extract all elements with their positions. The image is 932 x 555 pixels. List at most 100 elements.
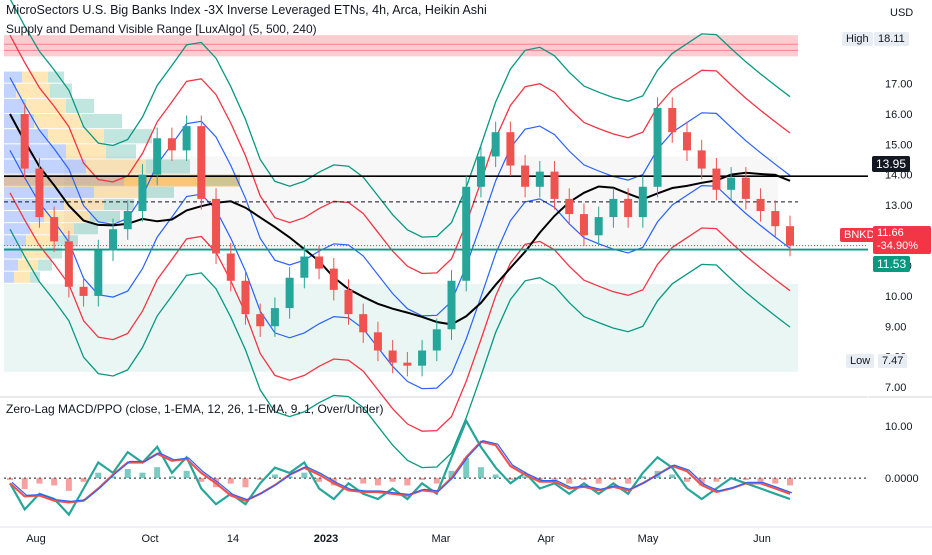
macd-histogram-bar xyxy=(21,478,28,490)
supply-zone xyxy=(4,35,798,57)
candle-body[interactable] xyxy=(403,362,412,366)
candle-body[interactable] xyxy=(565,198,574,215)
candle-body[interactable] xyxy=(35,168,44,218)
macd-histogram-bar xyxy=(301,472,308,479)
candle-body[interactable] xyxy=(535,171,544,187)
candle-body[interactable] xyxy=(506,132,515,166)
candle-body[interactable] xyxy=(521,165,530,187)
volume-profile-bar xyxy=(48,71,64,83)
macd-histogram-bar xyxy=(168,476,175,479)
candle-body[interactable] xyxy=(550,171,559,199)
candle-body[interactable] xyxy=(373,332,382,351)
candle-body[interactable] xyxy=(668,107,677,133)
candle-body[interactable] xyxy=(197,126,206,199)
candle-body[interactable] xyxy=(241,280,250,315)
macd-histogram-bar xyxy=(787,478,793,486)
macd-histogram-bar xyxy=(713,478,720,482)
candle-body[interactable] xyxy=(682,132,691,151)
volume-profile-bar xyxy=(104,129,152,144)
volume-profile-bar xyxy=(4,235,26,247)
candle-body[interactable] xyxy=(712,168,721,190)
candle-body[interactable] xyxy=(123,211,132,230)
candle-body[interactable] xyxy=(432,329,441,351)
time-axis-label: 2023 xyxy=(314,533,338,545)
macd-tick-label: 0.0000 xyxy=(885,473,919,485)
candle-body[interactable] xyxy=(226,253,235,281)
volume-profile-bar xyxy=(26,235,56,247)
candle-body[interactable] xyxy=(138,174,147,212)
symbol-badge: BNKD xyxy=(840,228,879,242)
time-axis-label: May xyxy=(638,533,659,545)
macd-histogram-bar xyxy=(625,478,632,484)
candle-body[interactable] xyxy=(329,268,338,290)
high-label-badge: High xyxy=(842,32,873,46)
candle-body[interactable] xyxy=(462,186,471,281)
volume-profile-bar xyxy=(4,71,22,83)
candle-body[interactable] xyxy=(756,198,765,212)
candle-body[interactable] xyxy=(579,214,588,236)
indicator-legend[interactable]: Supply and Demand Visible Range [LuxAlgo… xyxy=(6,22,317,36)
time-axis-label: Aug xyxy=(26,533,46,545)
candle-body[interactable] xyxy=(300,256,309,278)
macd-histogram-bar xyxy=(65,478,72,491)
price-tick-label: 15.00 xyxy=(885,139,913,151)
macd-histogram-bar xyxy=(507,478,514,480)
candle-body[interactable] xyxy=(109,229,118,251)
macd-histogram-bar xyxy=(345,478,352,480)
candle-body[interactable] xyxy=(270,308,279,327)
volume-profile-bar xyxy=(4,83,16,98)
candle-body[interactable] xyxy=(447,280,456,330)
candle-body[interactable] xyxy=(359,314,368,333)
candle-body[interactable] xyxy=(638,186,647,218)
candle-body[interactable] xyxy=(653,107,662,187)
candle-body[interactable] xyxy=(727,177,736,190)
candle-body[interactable] xyxy=(212,198,221,254)
volume-profile-bar xyxy=(4,211,44,223)
macd-histogram-bar xyxy=(404,478,411,486)
price-tick-label: 10.00 xyxy=(885,291,913,303)
time-axis-label: 14 xyxy=(227,533,239,545)
candle-body[interactable] xyxy=(418,350,427,366)
candle-body[interactable] xyxy=(741,177,750,199)
macd-histogram-bar xyxy=(551,478,558,480)
low-label-badge: Low xyxy=(846,354,875,368)
volume-profile-bar xyxy=(4,174,124,186)
volume-profile-bar xyxy=(44,211,90,223)
time-axis-label: Mar xyxy=(432,533,451,545)
volume-profile-bar xyxy=(14,271,30,283)
volume-profile-bar xyxy=(56,235,78,247)
macd-histogram-bar xyxy=(7,478,13,480)
candle-body[interactable] xyxy=(697,150,706,169)
volume-profile-bar xyxy=(26,98,66,113)
candle-body[interactable] xyxy=(50,217,59,242)
candle-body[interactable] xyxy=(153,138,162,175)
candle-body[interactable] xyxy=(491,132,500,157)
volume-profile-bar xyxy=(4,198,64,211)
candle-body[interactable] xyxy=(20,114,29,169)
candle-body[interactable] xyxy=(182,126,191,151)
macd-legend[interactable]: Zero-Lag MACD/PPO (close, 1-EMA, 12, 26,… xyxy=(6,402,384,416)
candle-body[interactable] xyxy=(94,250,103,296)
candle-body[interactable] xyxy=(388,350,397,363)
candle-body[interactable] xyxy=(285,277,294,309)
volume-profile-bar xyxy=(18,259,38,271)
candle-body[interactable] xyxy=(64,241,73,287)
candle-body[interactable] xyxy=(594,217,603,236)
candle-body[interactable] xyxy=(256,314,265,327)
lower-outer-band xyxy=(9,228,791,469)
candle-body[interactable] xyxy=(167,138,176,151)
candle-body[interactable] xyxy=(609,198,618,218)
candle-body[interactable] xyxy=(315,256,324,269)
macd-histogram-bar xyxy=(139,472,146,479)
candle-body[interactable] xyxy=(344,289,353,315)
candle-body[interactable] xyxy=(771,211,780,227)
volume-profile-bar xyxy=(90,211,120,223)
candle-body[interactable] xyxy=(624,198,633,218)
last-price-badge: 11.66 -34.90% xyxy=(873,226,931,254)
candle-body[interactable] xyxy=(476,156,485,187)
candle-body[interactable] xyxy=(79,286,88,296)
candle-body[interactable] xyxy=(786,226,794,246)
volume-profile-bar xyxy=(94,186,144,198)
macd-histogram-bar xyxy=(95,472,102,479)
